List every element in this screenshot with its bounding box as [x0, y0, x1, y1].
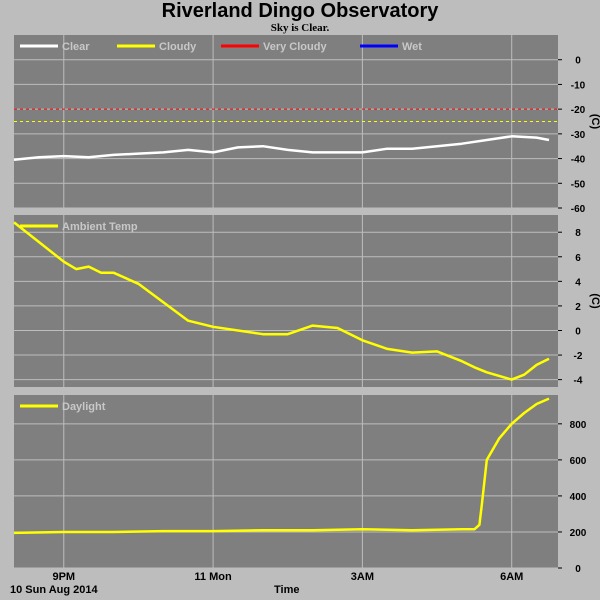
plot-area-ambient: [14, 215, 558, 387]
y-tick-label: 800: [570, 420, 587, 431]
y-tick-label: -30: [571, 130, 586, 141]
y-tick-label: -40: [571, 155, 586, 166]
series-line-ambient-temp: [13, 221, 550, 381]
y-tick-label: -50: [571, 179, 586, 190]
sky-status-text: Sky is Clear.: [270, 22, 330, 34]
time-axis-label: Time: [274, 584, 300, 596]
y-tick-label: 600: [570, 456, 587, 467]
plot-area-daylight: [14, 395, 558, 568]
y-tick-label: -2: [574, 351, 583, 362]
y-tick-label: -20: [571, 105, 586, 116]
y-tick-label: 6: [575, 253, 581, 264]
y-axis-label: (C): [589, 114, 600, 130]
legend-label: Very Cloudy: [263, 41, 327, 53]
x-tick-label: 6AM: [500, 571, 523, 583]
date-label: 10 Sun Aug 2014: [10, 584, 98, 596]
legend-label: Ambient Temp: [62, 221, 138, 233]
series-line-clear: [13, 135, 550, 162]
y-tick-label: 0: [575, 564, 581, 575]
y-tick-label: -60: [571, 204, 586, 215]
legend-label: Wet: [402, 41, 422, 53]
chart-title: Riverland Dingo Observatory: [161, 0, 439, 22]
y-tick-label: -10: [571, 80, 586, 91]
y-tick-label: 0: [575, 326, 581, 337]
y-tick-label: 2: [575, 302, 581, 313]
y-tick-label: 4: [575, 277, 581, 288]
y-tick-label: -4: [574, 376, 583, 387]
x-tick-label: 11 Mon: [194, 571, 232, 583]
x-tick-label: 3AM: [351, 571, 374, 583]
legend-label: Clear: [62, 41, 90, 53]
y-tick-label: 0: [575, 56, 581, 67]
y-tick-label: 200: [570, 528, 587, 539]
x-tick-label: 9PM: [52, 571, 75, 583]
legend-label: Cloudy: [159, 41, 197, 53]
y-axis-label: (C): [589, 293, 600, 309]
series-line-daylight: [13, 397, 550, 535]
legend-label: Daylight: [62, 401, 106, 413]
y-tick-label: 8: [575, 228, 581, 239]
y-tick-label: 400: [570, 492, 587, 503]
